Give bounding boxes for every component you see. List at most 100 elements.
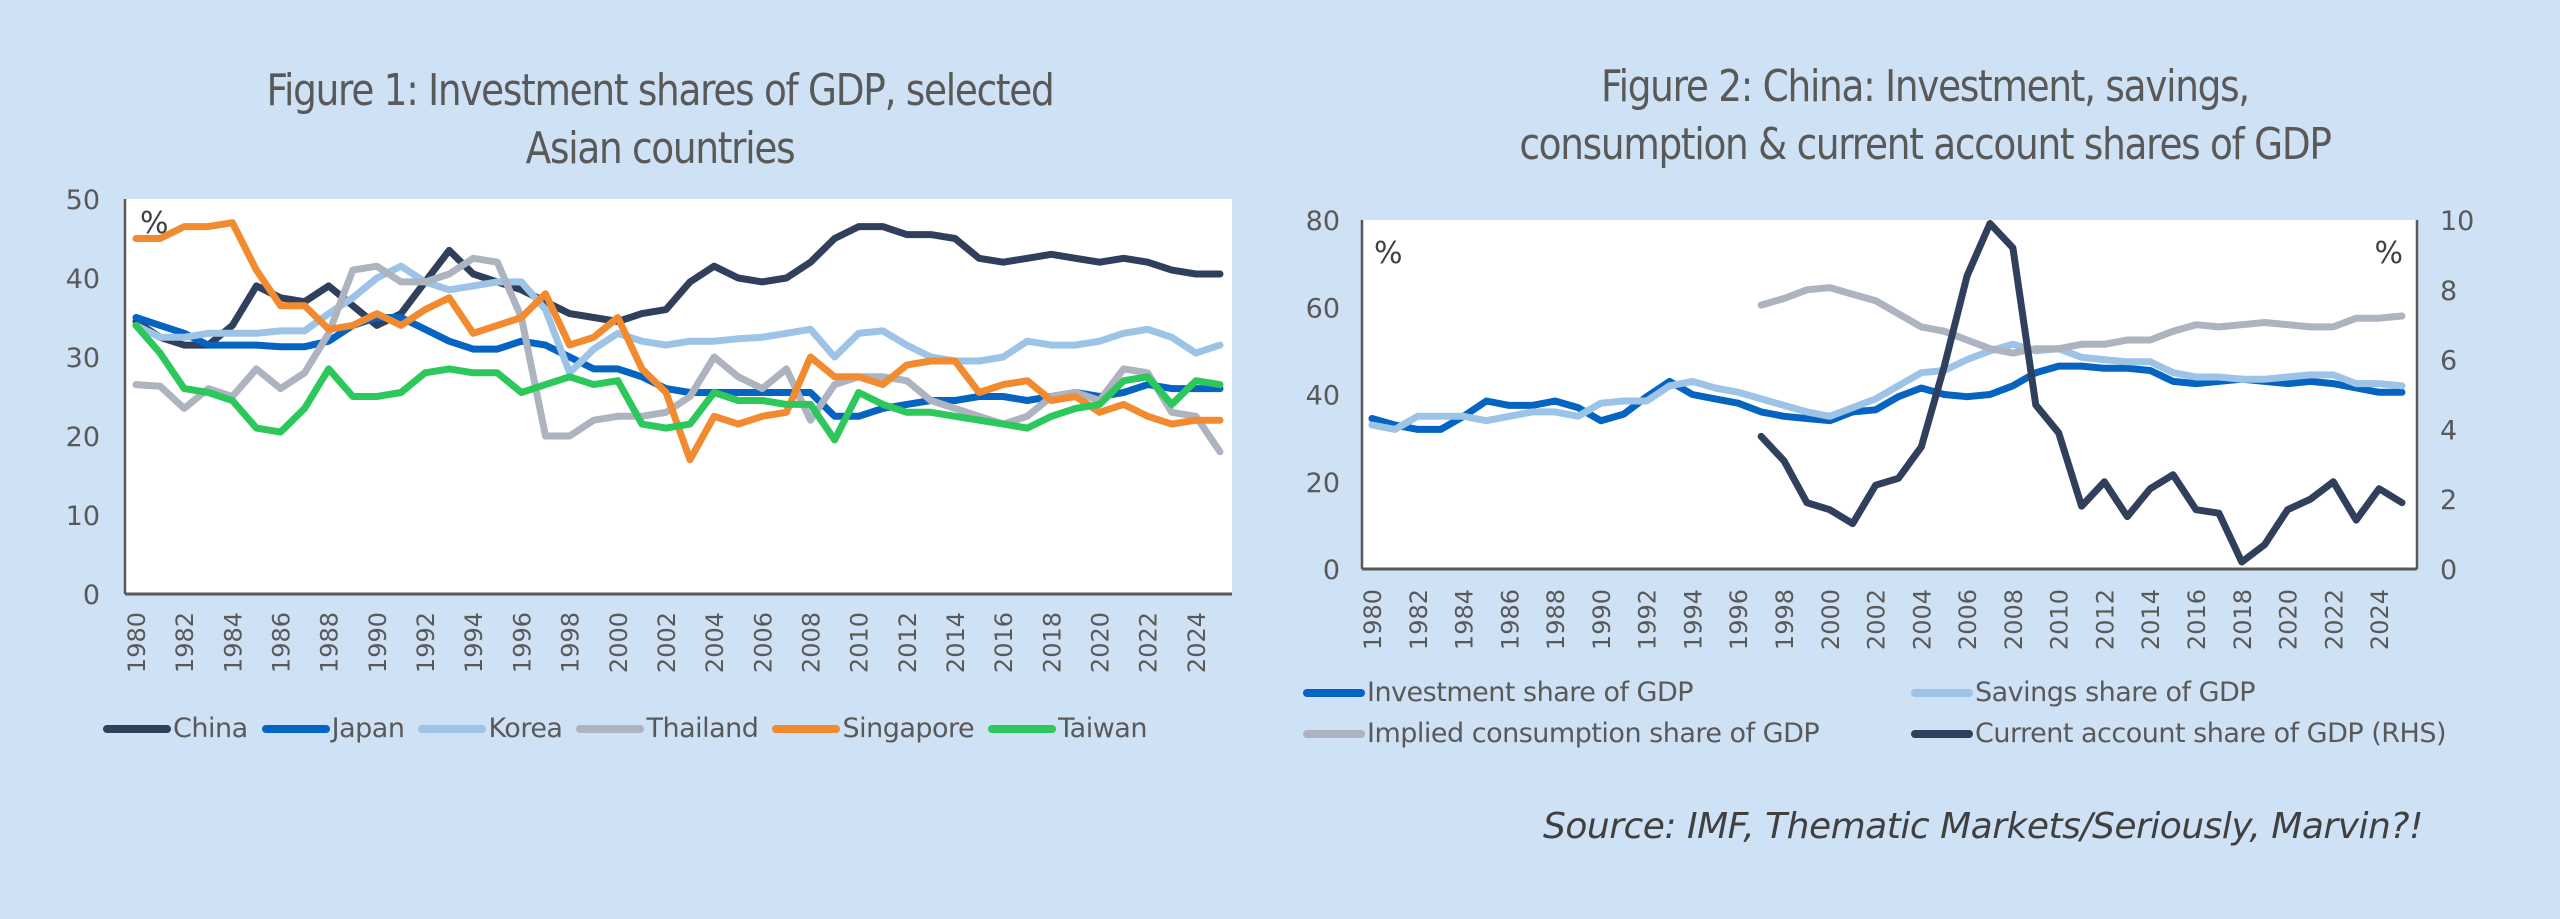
y2-tick-label: 2: [2440, 485, 2457, 516]
series-line-japan: [132, 314, 1224, 420]
x-tick-label: 2018: [1038, 612, 1066, 673]
x-tick-label: 2014: [942, 612, 970, 673]
legend-label: China: [173, 713, 248, 744]
x-tick-label: 2004: [701, 612, 729, 673]
x-tick-label: 2002: [653, 612, 681, 673]
x-tick-label: 2020: [1087, 612, 1115, 673]
x-tick-label: 2006: [1954, 589, 1982, 650]
y-tick-label: 40: [1306, 381, 1340, 412]
y2-tick-label: 4: [2440, 415, 2457, 446]
series-line-savings-share-of-gdp: [1368, 340, 2406, 433]
series-line-thailand: [132, 254, 1224, 456]
x-tick-label: 2016: [990, 612, 1018, 673]
legend-swatch: [261, 724, 330, 733]
legend-label: Taiwan: [1058, 713, 1147, 744]
legend-item: Investment share of GDP: [1303, 677, 1911, 708]
legend-label: Korea: [488, 713, 563, 744]
series-line-implied-consumption-share-of-gdp: [1757, 284, 2406, 357]
series-line-taiwan: [132, 321, 1224, 444]
x-tick-label: 2002: [1863, 589, 1891, 650]
x-tick-label: 1986: [268, 612, 296, 673]
x-tick-label: 2012: [2091, 589, 2119, 650]
x-tick-label: 1994: [1679, 589, 1707, 650]
x-tick-label: 2024: [1183, 612, 1211, 673]
legend-swatch: [988, 724, 1057, 733]
x-tick-label: 2010: [2046, 589, 2074, 650]
figure-2-plot: 0 20 40 60 80 0 2 4 6 8 10 1980 1982 1984 1986 1988 1990…: [1306, 206, 2475, 650]
x-tick-label: 2010: [846, 612, 874, 673]
x-tick-label: 1982: [1405, 589, 1433, 650]
legend-item: Thailand: [576, 713, 759, 744]
legend-item: Implied consumption share of GDP: [1303, 718, 1911, 749]
x-tick-label: 1984: [1451, 589, 1479, 650]
x-tick-label: 2000: [605, 612, 633, 673]
series-line-china: [132, 223, 1224, 349]
legend-swatch: [418, 724, 487, 733]
x-tick-label: 1996: [508, 612, 536, 673]
x-tick-label: 1988: [316, 612, 344, 673]
source-note: Source: IMF, Thematic Markets/Seriously,…: [1543, 806, 2423, 847]
figure-2-title: Figure 2: China: Investment, savings, con…: [1519, 61, 2332, 170]
unit-label-right: %: [2374, 236, 2403, 271]
legend-swatch: [772, 724, 841, 733]
x-tick-label: 1992: [412, 612, 440, 673]
x-tick-label: 1990: [364, 612, 392, 673]
x-tick-label: 2020: [2275, 589, 2303, 650]
y-tick-label: 20: [1306, 468, 1340, 499]
figure-1-legend: China Japan Korea Thailand Singapore Taiwan: [103, 713, 1161, 744]
y2-tick-label: 8: [2440, 276, 2457, 307]
y-tick-label: 80: [1306, 206, 1340, 237]
y-tick-label: 0: [1323, 555, 1340, 586]
y-tick-label: 40: [66, 264, 100, 295]
series-line-current-account-share-of-gdp-rhs: [1757, 220, 2406, 566]
x-tick-label: 1998: [1771, 589, 1799, 650]
legend-swatch: [103, 724, 171, 733]
x-tick-label: 2022: [1135, 612, 1163, 673]
legend-item: Singapore: [772, 713, 975, 744]
y-tick-label: 10: [66, 501, 100, 532]
legend-label: Savings share of GDP: [1975, 677, 2256, 708]
legend-label: Singapore: [842, 713, 975, 744]
legend-label: Implied consumption share of GDP: [1367, 718, 1820, 749]
x-tick-label: 1982: [171, 612, 199, 673]
legend-swatch: [1303, 729, 1365, 738]
y2-tick-label: 0: [2440, 555, 2457, 586]
legend-label: Investment share of GDP: [1367, 677, 1694, 708]
figure-1-plot: 0 10 20 30 40 50 1980 1982 1984 1986 1988 1990 1992 1…: [66, 185, 1232, 673]
x-tick-label: 2008: [2000, 589, 2028, 650]
x-tick-label: 1990: [1588, 589, 1616, 650]
legend-item: China: [103, 713, 248, 744]
legend-item: Current account share of GDP (RHS): [1911, 718, 2471, 749]
x-tick-label: 1998: [557, 612, 585, 673]
legend-item: Taiwan: [988, 713, 1147, 744]
legend-item: Savings share of GDP: [1911, 677, 2471, 708]
x-tick-label: 1986: [1496, 589, 1524, 650]
x-tick-label: 1994: [460, 612, 488, 673]
x-tick-label: 1996: [1725, 589, 1753, 650]
legend-label: Japan: [331, 713, 405, 744]
legend-swatch: [1911, 729, 1973, 738]
legend-label: Thailand: [646, 713, 759, 744]
legend-label: Current account share of GDP (RHS): [1975, 718, 2447, 749]
y-tick-label: 60: [1306, 293, 1340, 324]
y-tick-label: 0: [83, 580, 100, 611]
figure-2-legend: Investment share of GDP Savings share of …: [1303, 677, 2471, 749]
unit-label-left: %: [1374, 236, 1403, 271]
legend-item: Japan: [261, 713, 405, 744]
x-tick-label: 2000: [1817, 589, 1845, 650]
legend-swatch: [1911, 688, 1973, 697]
x-tick-label: 2022: [2320, 589, 2348, 650]
x-tick-label: 2012: [894, 612, 922, 673]
x-tick-label: 2014: [2137, 589, 2165, 650]
y-tick-label: 20: [66, 422, 100, 453]
y2-tick-label: 6: [2440, 346, 2457, 377]
figure-1-title: Figure 1: Investment shares of GDP, sele…: [266, 65, 1055, 174]
x-tick-label: 2024: [2366, 589, 2394, 650]
x-tick-label: 2008: [797, 612, 825, 673]
x-tick-label: 1980: [123, 612, 151, 673]
y2-tick-label: 10: [2440, 206, 2474, 237]
x-tick-label: 2004: [1908, 589, 1936, 650]
x-tick-label: 2006: [749, 612, 777, 673]
legend-swatch: [1303, 688, 1365, 697]
x-tick-label: 2016: [2183, 589, 2211, 650]
